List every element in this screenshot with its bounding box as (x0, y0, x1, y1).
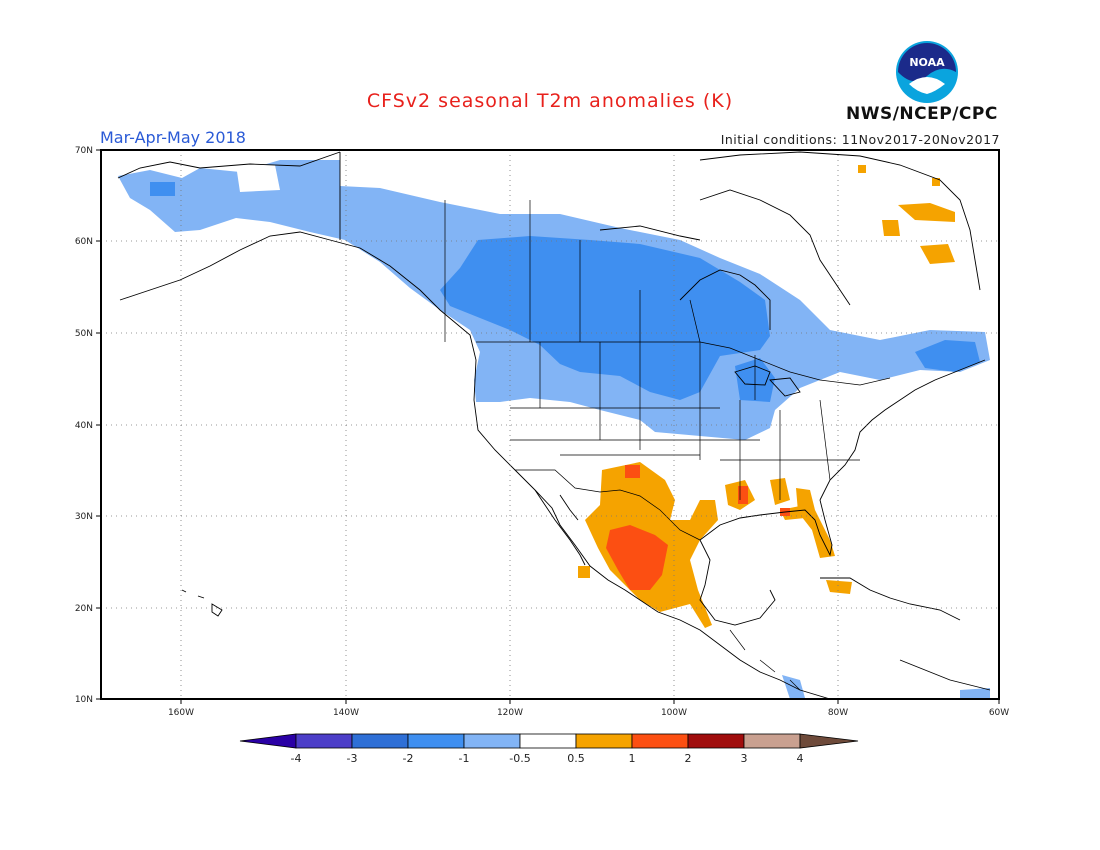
lat-tick-40n: 40N (75, 421, 93, 431)
colorbar-swatch-3-2 (351, 733, 409, 749)
noaa-logo-text: NOAA (909, 56, 945, 69)
forecast-period: Mar-Apr-May 2018 (100, 128, 246, 147)
lat-axis (96, 149, 101, 700)
colorbar-swatch-1-2 (631, 733, 689, 749)
colorbar-label-m2: -2 (403, 752, 414, 765)
political-boundaries (444, 200, 891, 691)
chart-title: CFSv2 seasonal T2m anomalies (K) (366, 90, 734, 112)
lat-tick-30n: 30N (75, 512, 93, 522)
colorbar-label-p4: 4 (797, 752, 804, 765)
colorbar-swatch-2-3 (687, 733, 745, 749)
coastlines (117, 151, 991, 699)
colorbar-label-p05: 0.5 (567, 752, 585, 765)
colorbar-label-p2: 2 (685, 752, 692, 765)
colorbar-swatch-neutral (519, 733, 577, 749)
colorbar-label-p3: 3 (741, 752, 748, 765)
colorbar-label-m4: -4 (291, 752, 302, 765)
lat-tick-20n: 20N (75, 604, 93, 614)
lat-tick-60n: 60N (75, 237, 93, 247)
anomaly-cold-1 (440, 236, 770, 400)
colorbar-swatch-above-4 (799, 733, 859, 749)
lon-tick-80w: 80W (828, 708, 848, 718)
colorbar-swatch-05-1 (575, 733, 633, 749)
agency-label: NWS/NCEP/CPC (846, 104, 998, 124)
colorbar-swatch-4-3 (295, 733, 353, 749)
lon-tick-160w: 160W (168, 708, 194, 718)
lat-tick-70n: 70N (75, 146, 93, 156)
lon-tick-120w: 120W (497, 708, 523, 718)
anomaly-fields (118, 160, 990, 699)
colorbar-label-m1: -1 (459, 752, 470, 765)
initial-conditions: Initial conditions: 11Nov2017-20Nov2017 (720, 132, 1000, 147)
colorbar-swatch-1-05 (463, 733, 521, 749)
colorbar-label-m3: -3 (347, 752, 358, 765)
colorbar-swatch-below-4 (239, 733, 297, 749)
colorbar-label-p1: 1 (629, 752, 636, 765)
lon-tick-140w: 140W (333, 708, 359, 718)
colorbar-swatch-2-1 (407, 733, 465, 749)
colorbar-label-m05: -0.5 (509, 752, 530, 765)
lat-tick-50n: 50N (75, 329, 93, 339)
lon-tick-60w: 60W (989, 708, 1009, 718)
lat-tick-10n: 10N (75, 695, 93, 705)
lon-axis (180, 699, 1000, 704)
lon-tick-100w: 100W (661, 708, 687, 718)
anomaly-warm-1 (606, 525, 668, 590)
noaa-logo: NOAA (895, 40, 959, 104)
colorbar (239, 733, 859, 749)
colorbar-swatch-3-4 (743, 733, 801, 749)
